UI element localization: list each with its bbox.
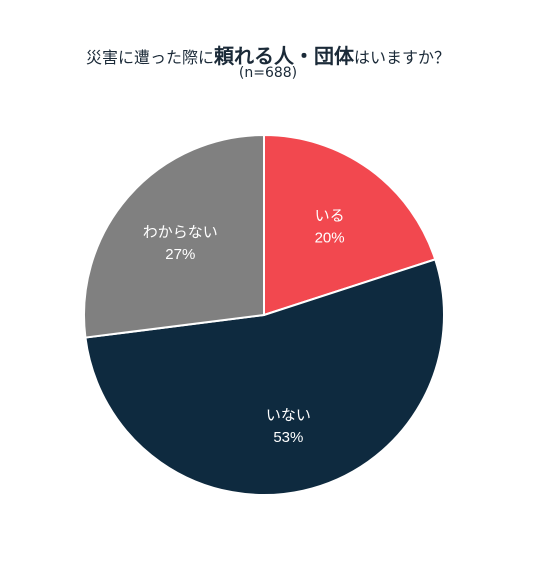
slice-label: わからない bbox=[143, 223, 218, 241]
slice-value-label: 20% bbox=[315, 230, 345, 247]
chart-title-part3: はいますか？ bbox=[354, 48, 451, 67]
pie-slice bbox=[84, 258, 445, 496]
slice-label: いない bbox=[266, 406, 311, 424]
chart-title: 災害に遭った際に頼れる人・団体はいますか？ bbox=[0, 40, 536, 69]
chart-subtitle: (n=688) bbox=[238, 65, 298, 81]
slice-value-label: 53% bbox=[273, 429, 303, 446]
chart-title-emphasis: 頼れる人・団体 bbox=[214, 44, 354, 68]
slice-label: いる bbox=[315, 207, 345, 225]
chart-title-part1: 災害に遭った際に bbox=[85, 48, 214, 67]
pie-slice bbox=[263, 133, 437, 317]
slice-value-label: 27% bbox=[165, 246, 195, 263]
pie-slice bbox=[83, 133, 265, 339]
